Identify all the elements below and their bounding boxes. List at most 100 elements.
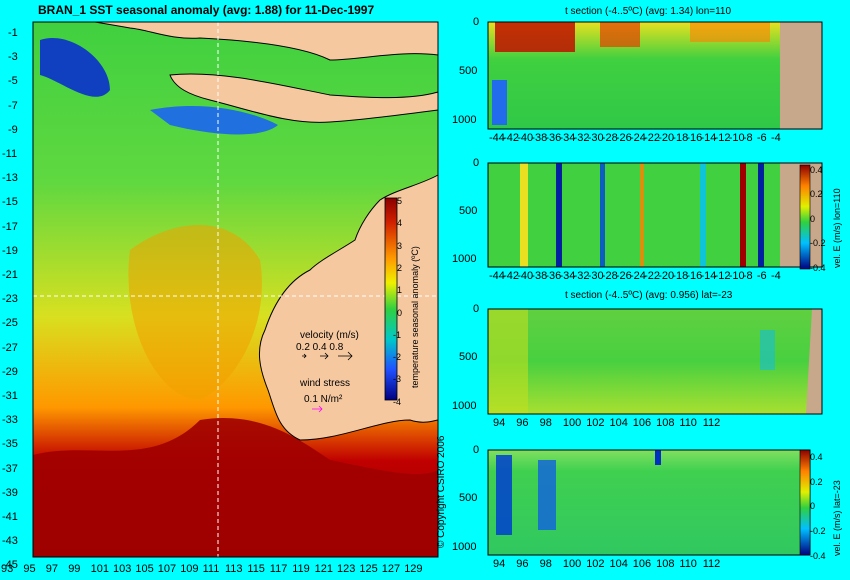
map-lon-tick: 101 (90, 563, 109, 575)
panel-3-x-tick: 112 (702, 417, 721, 429)
panel-2-x-tick: -44 (489, 270, 505, 282)
map-lon-tick: 123 (337, 563, 356, 575)
panel-3-y-tick: 1000 (452, 399, 477, 412)
panel-3-title: t section (-4..5ºC) (avg: 0.956) lat=-23 (565, 290, 733, 301)
panel-4-colorbar-tick: -0.4 (810, 550, 826, 561)
map-colorbar-tick: -2 (393, 352, 402, 363)
map-lon-tick: 119 (292, 563, 310, 575)
map-lon-tick: 115 (247, 563, 265, 575)
warm-anomaly-central (128, 225, 262, 400)
sst-map (32, 21, 439, 558)
velocity-legend-arrows (302, 351, 353, 361)
map-frame (32, 21, 439, 558)
map-lat-tick: -27 (2, 341, 18, 354)
map-lat-tick: -41 (2, 511, 18, 523)
panel-4-y-tick: 500 (459, 492, 478, 505)
panel-2-x-tick: -12 (714, 270, 731, 282)
panel-2-x-tick: -4 (771, 270, 781, 282)
map-lon-tick: 127 (381, 563, 401, 575)
panel-3-x-tick: 104 (609, 417, 628, 429)
panel-1-x-tick: -26 (615, 132, 632, 144)
panel-4-colorbar-tick: 0 (810, 501, 816, 512)
map-lat-tick: -13 (2, 172, 18, 185)
panel-1-x-tick: -28 (601, 132, 618, 144)
panel-4-colorbar-tick: 0.2 (810, 476, 823, 487)
map-colorbar-tick: 0 (397, 307, 403, 318)
panel-2-y-tick: 0 (473, 157, 480, 169)
panel-4-x-tick: 100 (562, 558, 582, 570)
panel-1-x-tick: -32 (573, 132, 590, 144)
panel-1-x-tick: -18 (672, 132, 689, 144)
map-colorbar-tick: 3 (397, 240, 403, 251)
panel-1-x-tick: -8 (742, 132, 753, 144)
panel-2-x-tick: -42 (503, 270, 519, 282)
panel-1-x-tick: -12 (714, 132, 731, 144)
panel-4-x-tick: 96 (516, 558, 529, 570)
map-lon-tick: 117 (269, 563, 288, 575)
panel-1-x-tick: -4 (771, 132, 781, 144)
map-lat-tick: -19 (2, 244, 18, 257)
panel-2-x-tick: -10 (728, 270, 745, 282)
map-lon-tick: 111 (202, 563, 220, 575)
map-colorbar-tick: 5 (397, 196, 403, 206)
map-colorbar-tick: -3 (393, 374, 402, 385)
panel-2-x-tick: -18 (672, 270, 689, 282)
panel-3-x-tick: 106 (632, 417, 652, 429)
map-colorbar-label: temperature seasonal anomaly (ºC) (410, 246, 420, 388)
map-lon-tick: 93 (1, 563, 14, 575)
panel-2-x-tick: -16 (686, 270, 703, 282)
map-lat-tick: -43 (2, 535, 18, 548)
map-lat-tick: -17 (2, 220, 18, 233)
panel-4-x-tick: 108 (656, 558, 675, 570)
map-lat-tick: -11 (2, 148, 18, 160)
panel-1-x-tick: -14 (700, 132, 717, 144)
panel-4-colorbar-tick: -0.2 (810, 526, 826, 537)
panel-1-title: t section (-4..5ºC) (avg: 1.34) lon=110 (565, 6, 732, 17)
map-lat-tick: -31 (2, 390, 18, 402)
panel-3-x-tick: 102 (586, 417, 605, 429)
cold-anomaly-northwest (40, 38, 110, 97)
panel-1-t-section-lon110 (487, 21, 823, 130)
panel-1-x-tick: -22 (644, 132, 660, 144)
velocity-legend-values: 0.2 0.4 0.8 (296, 342, 344, 353)
panel-4-y-tick: 1000 (452, 540, 477, 553)
panel-2-x-tick: -14 (700, 270, 717, 282)
map-lon-tick: 97 (45, 563, 59, 575)
map-lat-tick: -37 (2, 462, 18, 475)
map-lon-tick: 107 (157, 563, 177, 575)
panel-2-colorbar-tick: 0.2 (810, 189, 823, 200)
panel-4-colorbar-label: vel. E (m/s) lat=-23 (832, 480, 842, 556)
panel-4-x-tick: 112 (702, 558, 721, 570)
panel-2-colorbar-label: vel. E (m/s) lon=110 (832, 188, 842, 268)
map-lat-tick: -15 (2, 196, 18, 209)
panel-2-x-tick: -6 (756, 270, 767, 282)
wind-stress-legend-value: 0.1 N/m² (304, 394, 343, 405)
wind-stress-legend-arrow (312, 405, 323, 413)
panel-4-x-tick: 98 (539, 558, 552, 570)
panel-1-y-tick: 1000 (452, 114, 477, 127)
panel-2-colorbar-tick: 0 (810, 213, 816, 224)
panel-2-colorbar-tick: -0.2 (810, 238, 826, 249)
panel-2-x-tick: -8 (742, 270, 753, 282)
map-lat-tick: -7 (8, 99, 18, 112)
panel-3-x-tick: 96 (516, 417, 529, 429)
panel-4-vel-lat-23 (487, 449, 811, 556)
wind-stress-legend-title: wind stress (300, 378, 351, 389)
map-colorbar-tick: 4 (397, 218, 403, 229)
map-lon-tick: 105 (135, 563, 154, 575)
map-lat-tick: -23 (2, 293, 18, 306)
map-lat-tick: -1 (8, 27, 18, 39)
panel-4-x-tick: 104 (609, 558, 628, 570)
panel-2-x-tick: -28 (601, 270, 618, 282)
panel-4-colorbar-tick: 0.4 (810, 452, 823, 462)
panel-2-x-tick: -24 (630, 270, 646, 282)
panel-1-x-tick: -44 (489, 132, 505, 144)
map-lat-tick: -21 (2, 269, 18, 281)
panel-1-x-tick: -42 (503, 132, 519, 144)
panel-4-x-tick: 110 (679, 558, 697, 570)
map-lat-tick: -25 (2, 317, 18, 330)
panel-1-x-tick: -10 (728, 132, 745, 144)
panel-3-t-section-lat-23 (487, 308, 823, 415)
panel-3-x-tick: 98 (539, 417, 552, 429)
map-lon-tick: 113 (225, 563, 243, 575)
